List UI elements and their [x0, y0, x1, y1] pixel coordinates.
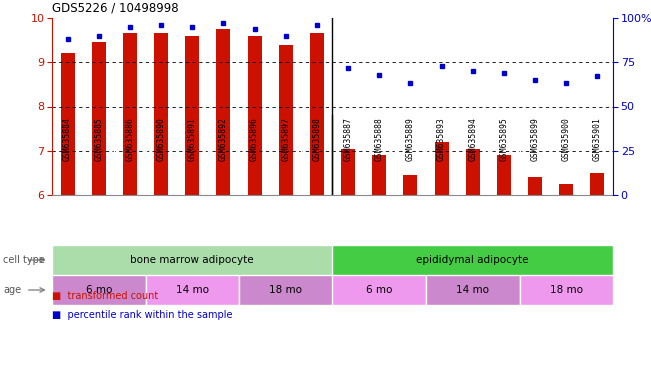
Text: GSM635888: GSM635888	[375, 118, 383, 161]
Text: 14 mo: 14 mo	[176, 285, 209, 295]
Bar	[186, 36, 199, 195]
Bar	[590, 173, 604, 195]
Text: epididymal adipocyte: epididymal adipocyte	[417, 255, 529, 265]
Bar	[435, 142, 449, 195]
Text: GSM635894: GSM635894	[468, 118, 477, 161]
Bar	[61, 53, 75, 195]
Bar	[519, 275, 613, 305]
Text: GDS5226 / 10498998: GDS5226 / 10498998	[52, 1, 178, 14]
Text: 18 mo: 18 mo	[270, 285, 302, 295]
Text: GSM635890: GSM635890	[157, 118, 165, 161]
Text: GSM635889: GSM635889	[406, 118, 415, 161]
Text: GSM635885: GSM635885	[94, 118, 104, 161]
Text: ■  percentile rank within the sample: ■ percentile rank within the sample	[52, 310, 232, 320]
Text: ■  transformed count: ■ transformed count	[52, 291, 158, 301]
Text: GSM635893: GSM635893	[437, 118, 446, 161]
Text: 6 mo: 6 mo	[366, 285, 393, 295]
Text: GSM635895: GSM635895	[499, 118, 508, 161]
Text: cell type: cell type	[3, 255, 45, 265]
Bar	[341, 149, 355, 195]
Bar	[310, 33, 324, 195]
Bar	[123, 33, 137, 195]
Text: 18 mo: 18 mo	[549, 285, 583, 295]
Bar	[497, 155, 511, 195]
Bar	[216, 29, 230, 195]
Bar	[52, 245, 333, 275]
Bar	[465, 149, 480, 195]
Bar	[239, 275, 333, 305]
Bar	[154, 33, 168, 195]
Text: GSM635891: GSM635891	[187, 118, 197, 161]
Text: GSM635896: GSM635896	[250, 118, 259, 161]
Text: GSM635900: GSM635900	[562, 118, 571, 161]
Bar	[559, 184, 574, 195]
Bar	[528, 177, 542, 195]
Text: age: age	[3, 285, 21, 295]
Text: 14 mo: 14 mo	[456, 285, 490, 295]
Text: GSM635897: GSM635897	[281, 118, 290, 161]
Bar	[146, 275, 239, 305]
Text: GSM635892: GSM635892	[219, 118, 228, 161]
Bar	[279, 45, 293, 195]
Bar	[426, 275, 519, 305]
Bar	[333, 275, 426, 305]
Text: GSM635899: GSM635899	[531, 118, 540, 161]
Bar	[52, 275, 146, 305]
Bar	[92, 42, 105, 195]
Text: GSM635887: GSM635887	[344, 118, 353, 161]
Bar	[372, 155, 386, 195]
Bar	[247, 36, 262, 195]
Text: GSM635901: GSM635901	[593, 118, 602, 161]
Bar	[404, 175, 417, 195]
Text: GSM635884: GSM635884	[63, 118, 72, 161]
Text: bone marrow adipocyte: bone marrow adipocyte	[130, 255, 254, 265]
Bar	[333, 245, 613, 275]
Text: 6 mo: 6 mo	[85, 285, 112, 295]
Text: GSM635898: GSM635898	[312, 118, 322, 161]
Text: GSM635886: GSM635886	[126, 118, 134, 161]
